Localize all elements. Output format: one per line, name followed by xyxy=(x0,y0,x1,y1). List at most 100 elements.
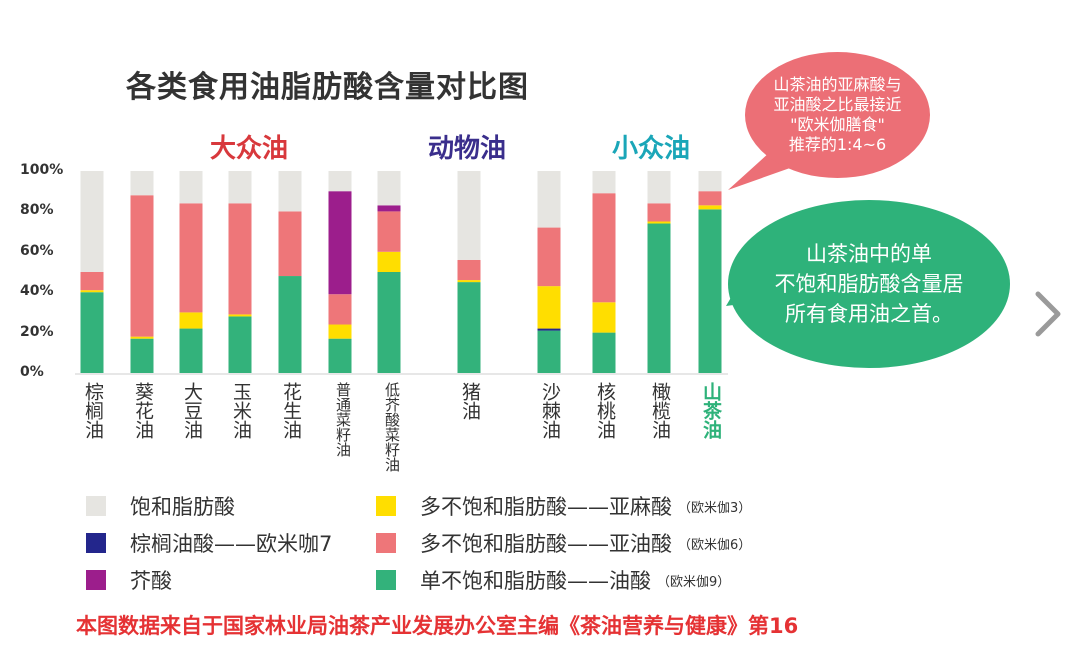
bar-segment xyxy=(457,259,481,281)
legend-label: 多不饱和脂肪酸——亚油酸 xyxy=(420,532,672,556)
bar-segment xyxy=(130,338,154,373)
y-tick-label: 80% xyxy=(20,202,54,219)
bar-segment xyxy=(80,272,104,291)
bar-segment xyxy=(179,328,203,373)
bar-segment xyxy=(377,251,401,272)
legend-label: 棕榈油酸——欧米咖7 xyxy=(130,532,333,556)
bar-segment xyxy=(647,223,671,373)
bar-segment xyxy=(328,171,352,192)
bar-segment xyxy=(537,171,561,228)
category-label: 大豆油 xyxy=(181,382,203,439)
category-label: 橄榄油 xyxy=(649,382,671,439)
bar-segment xyxy=(130,195,154,337)
bar-segment xyxy=(80,290,104,293)
y-tick-label: 40% xyxy=(20,283,54,300)
legend-swatch xyxy=(376,570,396,590)
bar-segment xyxy=(698,205,722,210)
legend-note: （欧米伽9） xyxy=(657,574,731,590)
next-arrow-icon[interactable] xyxy=(1028,288,1068,340)
bar-segment xyxy=(592,332,616,373)
bar-segment xyxy=(592,171,616,194)
bar-segment xyxy=(278,211,302,277)
bar-segment xyxy=(228,171,252,204)
bar-segment xyxy=(647,171,671,204)
y-tick-label: 0% xyxy=(20,364,44,380)
legend-label: 芥酸 xyxy=(130,569,172,593)
legend-note: （欧米伽6） xyxy=(678,537,752,553)
bar-segment xyxy=(457,280,481,283)
bar-segment xyxy=(228,316,252,373)
bar-segment xyxy=(647,221,671,224)
legend-swatch xyxy=(376,533,396,553)
category-label: 葵花油 xyxy=(132,382,154,439)
category-label: 沙棘油 xyxy=(539,382,561,439)
category-label: 核桃油 xyxy=(594,382,616,439)
y-tick-label: 20% xyxy=(20,323,54,340)
legend-item: 多不饱和脂肪酸——亚油酸 （欧米伽6） xyxy=(376,528,751,558)
bar-segment xyxy=(698,191,722,206)
bar-segment xyxy=(130,336,154,339)
bar-segment xyxy=(278,171,302,212)
category-label: 山茶油 xyxy=(700,382,722,439)
bar-segment xyxy=(698,209,722,373)
bar-segment xyxy=(179,171,203,204)
bar-segment xyxy=(278,276,302,373)
bar-segment xyxy=(537,227,561,287)
bar-segment xyxy=(647,203,671,222)
legend-label: 饱和脂肪酸 xyxy=(130,495,235,519)
bar-segment xyxy=(592,302,616,333)
bar-segment xyxy=(328,294,352,325)
source-note: 本图数据来自于国家林业局油茶产业发展办公室主编《茶油营养与健康》第16 xyxy=(76,614,799,638)
bar-segment xyxy=(457,171,481,260)
bar-segment xyxy=(80,292,104,373)
bar-segment xyxy=(328,338,352,373)
legend-item: 多不饱和脂肪酸——亚麻酸 （欧米伽3） xyxy=(376,491,751,521)
legend-note: （欧米伽3） xyxy=(678,500,752,516)
legend-item: 单不饱和脂肪酸——油酸 （欧米伽9） xyxy=(376,565,730,595)
callout-linolenic-ratio: 山茶油的亚麻酸与 亚油酸之比最接近 "欧米伽膳食" 推荐的1:4~6 xyxy=(745,52,930,178)
legend-label: 多不饱和脂肪酸——亚麻酸 xyxy=(420,495,672,519)
group-label-niche-oils: 小众油 xyxy=(612,134,691,164)
y-tick-label: 100% xyxy=(20,162,64,178)
category-label: 普通菜籽油 xyxy=(334,382,352,457)
legend-item: 棕榈油酸——欧米咖7 xyxy=(86,528,332,558)
bar-segment xyxy=(328,324,352,339)
legend-swatch xyxy=(376,496,396,516)
bar-segment xyxy=(537,330,561,373)
bar-segment xyxy=(377,272,401,373)
category-label: 玉米油 xyxy=(230,382,252,439)
legend-swatch xyxy=(86,570,106,590)
callout-linolenic-ratio-text: 山茶油的亚麻酸与 亚油酸之比最接近 "欧米伽膳食" 推荐的1:4~6 xyxy=(773,75,902,154)
bar-segment xyxy=(179,203,203,313)
bar-segment xyxy=(457,282,481,373)
legend-swatch xyxy=(86,533,106,553)
chart-title: 各类食用油脂肪酸含量对比图 xyxy=(126,70,529,105)
category-label: 棕榈油 xyxy=(82,382,104,439)
bar-segment xyxy=(328,191,352,295)
bar-segment xyxy=(698,171,722,192)
category-label: 低芥酸菜籽油 xyxy=(383,382,401,472)
bar-segment xyxy=(537,328,561,331)
category-label: 花生油 xyxy=(280,382,302,439)
group-label-animal-oils: 动物油 xyxy=(428,134,507,164)
callout-oleic-top: 山茶油中的单 不饱和脂肪酸含量居 所有食用油之首。 xyxy=(728,200,1010,368)
category-label: 猪油 xyxy=(459,382,481,420)
bar-segment xyxy=(80,171,104,272)
bar-segment xyxy=(130,171,154,196)
legend-swatch xyxy=(86,496,106,516)
bar-segment xyxy=(179,312,203,329)
bar-segment xyxy=(228,314,252,317)
callout-oleic-top-text: 山茶油中的单 不饱和脂肪酸含量居 所有食用油之首。 xyxy=(774,242,964,326)
y-tick-label: 60% xyxy=(20,242,54,259)
legend-item: 饱和脂肪酸 xyxy=(86,491,235,521)
group-label-mass-oils: 大众油 xyxy=(210,134,289,164)
legend-item: 芥酸 xyxy=(86,565,172,595)
bar-segment xyxy=(377,211,401,252)
bar-segment xyxy=(228,203,252,315)
bar-segment xyxy=(377,171,401,206)
bar-segment xyxy=(592,193,616,303)
bar-segment xyxy=(377,205,401,212)
legend-label: 单不饱和脂肪酸——油酸 xyxy=(420,569,651,593)
bar-segment xyxy=(537,286,561,329)
